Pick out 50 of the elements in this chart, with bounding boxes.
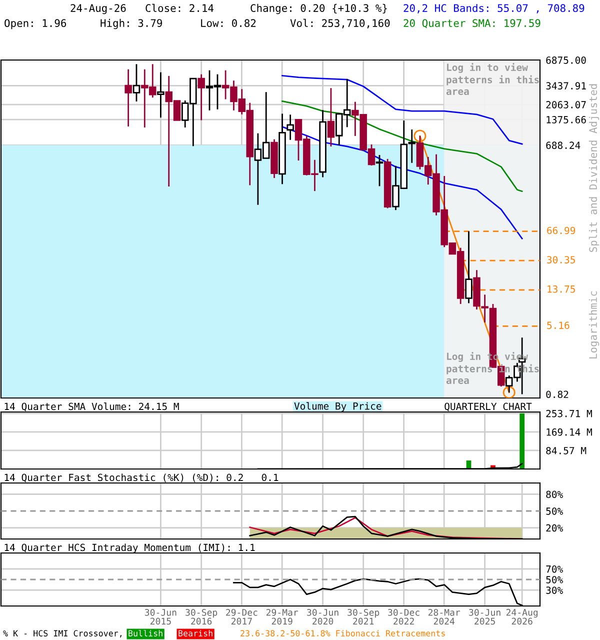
- y-tick-label: 20%: [546, 524, 563, 532]
- text: % K - HCS IMI Crossover,: [3, 630, 122, 638]
- chart-title: 14 Quarter Fast Stochastic (%K) (%D): 0.2 0.1: [4, 474, 278, 482]
- chart-title: 14 Quarter HCS Intraday Momentum (IMI): 1.1: [4, 544, 255, 553]
- x-tick-label: 30-Dec 2022: [388, 608, 420, 625]
- y-tick-label: 2063.07: [546, 101, 586, 108]
- band-label: Volume By Price: [294, 402, 382, 412]
- chart-title: 14 Quarter SMA Volume: 24.15 M: [4, 402, 179, 412]
- x-tick-label: 24-Aug 2026: [506, 608, 538, 625]
- text: 20 Quarter SMA: 197.59: [404, 19, 540, 28]
- x-tick-label: 29-Dec 2017: [226, 608, 258, 625]
- y-tick-label: 1375.66: [546, 116, 586, 124]
- text: High: 3.79: [100, 18, 162, 30]
- text: 23.6-38.2-50-61.8% Fibonacci Retracements: [240, 630, 445, 636]
- x-tick-label: 28-Mar 2024: [428, 608, 460, 625]
- text: QUARTERLY CHART: [444, 402, 532, 412]
- text: Vol: 253,710,160: [290, 18, 390, 28]
- y-tick-label: 50%: [546, 508, 563, 515]
- y-tick-label: 6875.00: [546, 56, 586, 64]
- text: Bullish: [128, 630, 162, 636]
- ref-line-label: 5.16: [547, 322, 570, 330]
- x-tick-label: 29-Mar 2019: [266, 608, 298, 625]
- text: Logarithmic: [588, 291, 600, 358]
- y-tick-label: 80%: [546, 490, 563, 498]
- text: 20,2 HC Bands: 55.07 , 708.89: [404, 4, 584, 14]
- y-tick-label: 84.57 M: [546, 446, 586, 454]
- x-tick-label: 30-Jun 2020: [307, 608, 338, 625]
- text: Low: 0.82: [201, 19, 256, 28]
- y-tick-label: 169.14 M: [546, 428, 592, 436]
- y-tick-label: 253.71 M: [546, 410, 592, 418]
- y-tick-label: 50%: [546, 576, 563, 584]
- y-tick-label: 30%: [546, 586, 563, 594]
- text: 24-Aug-26: [70, 4, 126, 14]
- y-tick-label: 688.24: [546, 142, 580, 149]
- y-tick-label: 70%: [546, 565, 563, 573]
- text: Bearish: [178, 630, 212, 636]
- text: Open: 1.96: [4, 19, 66, 30]
- y-tick-label: 3437.91: [546, 82, 586, 90]
- x-tick-label: 30-Sep 2016: [186, 608, 218, 625]
- text: Close: 2.14: [146, 4, 214, 12]
- x-tick-label: 30-Jun 2025: [469, 608, 500, 625]
- x-tick-label: 30-Jun 2015: [145, 608, 176, 625]
- text: Split and Dividend Adjusted: [588, 84, 600, 252]
- text: Change: 0.20 {+10.3 %}: [250, 4, 387, 14]
- x-tick-label: 30-Sep 2021: [348, 608, 380, 625]
- y-tick-label: 0.82: [546, 390, 568, 398]
- ref-line-label: 30.35: [547, 256, 575, 264]
- ref-line-label: 13.75: [548, 285, 575, 293]
- ref-line-label: 66.99: [547, 226, 576, 234]
- annotation: Log in to view patterns in this area: [446, 62, 539, 95]
